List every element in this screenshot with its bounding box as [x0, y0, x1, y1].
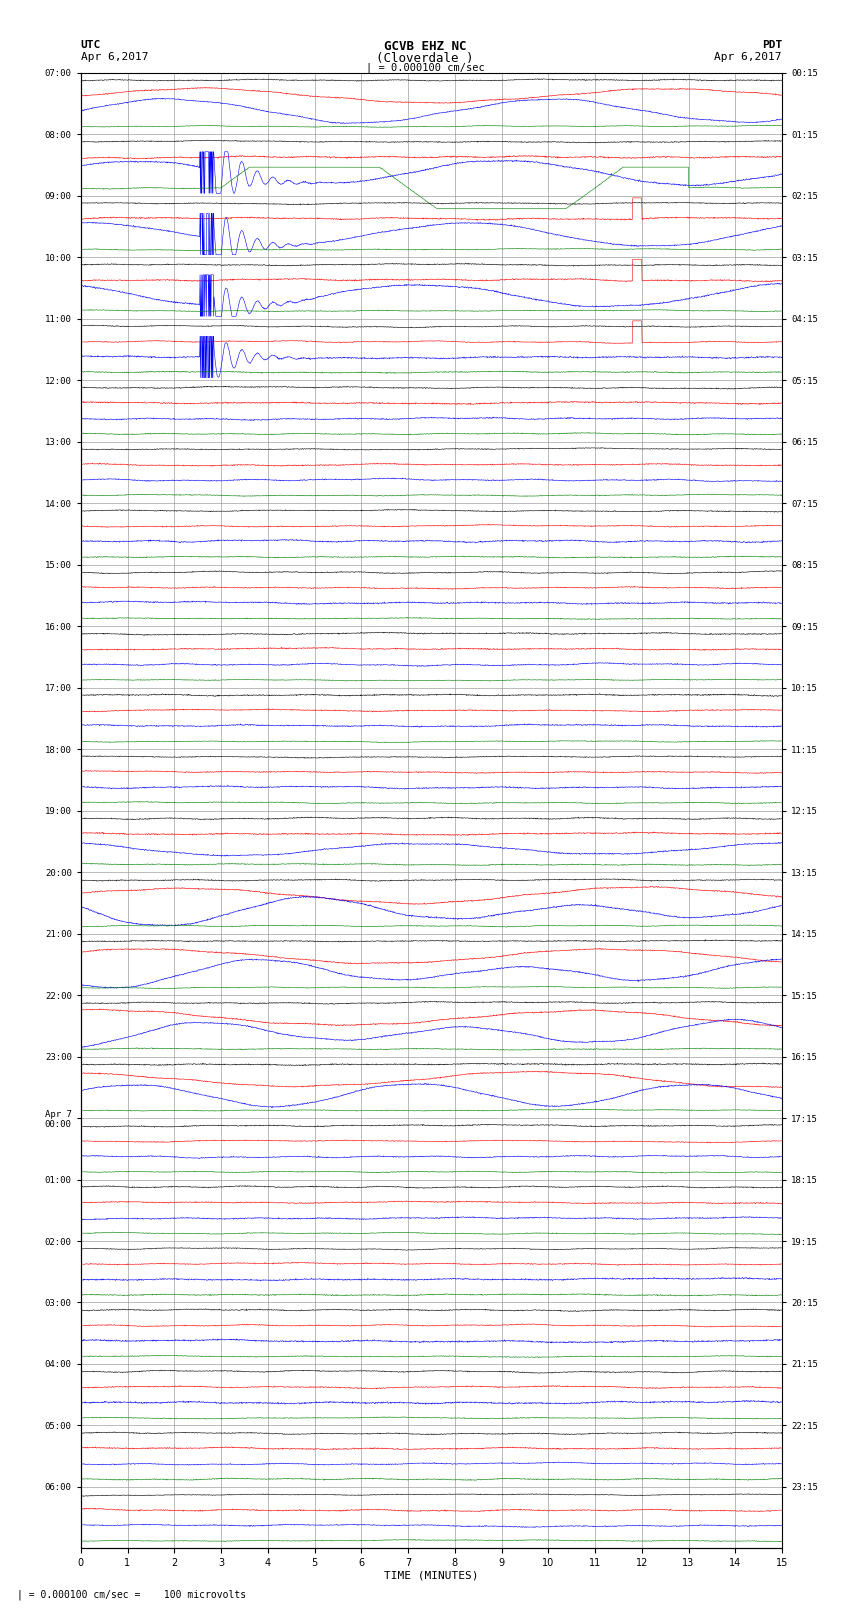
X-axis label: TIME (MINUTES): TIME (MINUTES)	[384, 1571, 479, 1581]
Text: PDT: PDT	[762, 40, 782, 50]
Text: (Cloverdale ): (Cloverdale )	[377, 52, 473, 65]
Text: Apr 6,2017: Apr 6,2017	[81, 52, 148, 61]
Text: Apr 6,2017: Apr 6,2017	[715, 52, 782, 61]
Text: | = 0.000100 cm/sec: | = 0.000100 cm/sec	[366, 63, 484, 74]
Text: GCVB EHZ NC: GCVB EHZ NC	[383, 40, 467, 53]
Text: | = 0.000100 cm/sec =    100 microvolts: | = 0.000100 cm/sec = 100 microvolts	[17, 1589, 246, 1600]
Text: UTC: UTC	[81, 40, 101, 50]
